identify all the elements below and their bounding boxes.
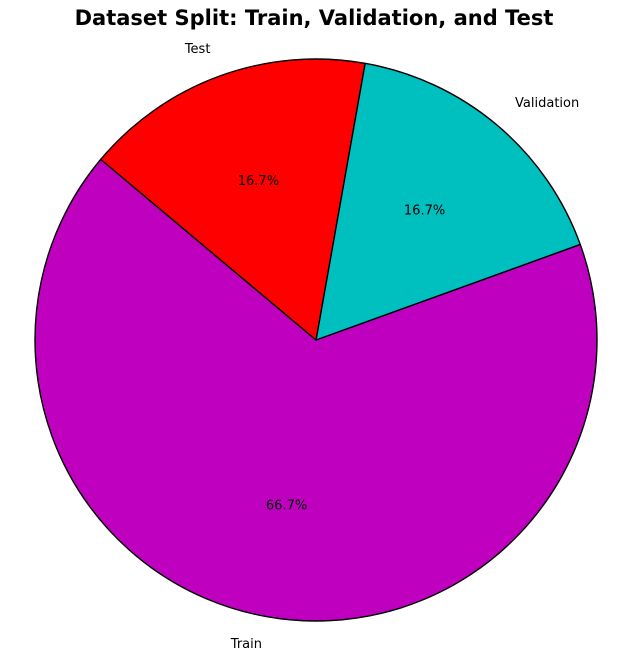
- pct-label-train: 66.7%: [266, 499, 307, 514]
- pie-slice-test: [100, 58, 366, 341]
- slice-label-validation: Validation: [515, 96, 579, 111]
- pie-slice-train: [34, 158, 598, 622]
- slice-label-train: Train: [230, 637, 262, 652]
- pie-labels: Train 66.7% Validation 16.7% Test 16.7%: [184, 42, 579, 652]
- pct-label-test: 16.7%: [238, 174, 279, 189]
- pie-slice-validation: [315, 62, 581, 341]
- pie-slices: [34, 58, 598, 622]
- chart-title: Dataset Split: Train, Validation, and Te…: [74, 6, 554, 30]
- pct-label-validation: 16.7%: [404, 204, 445, 219]
- slice-label-test: Test: [184, 42, 211, 57]
